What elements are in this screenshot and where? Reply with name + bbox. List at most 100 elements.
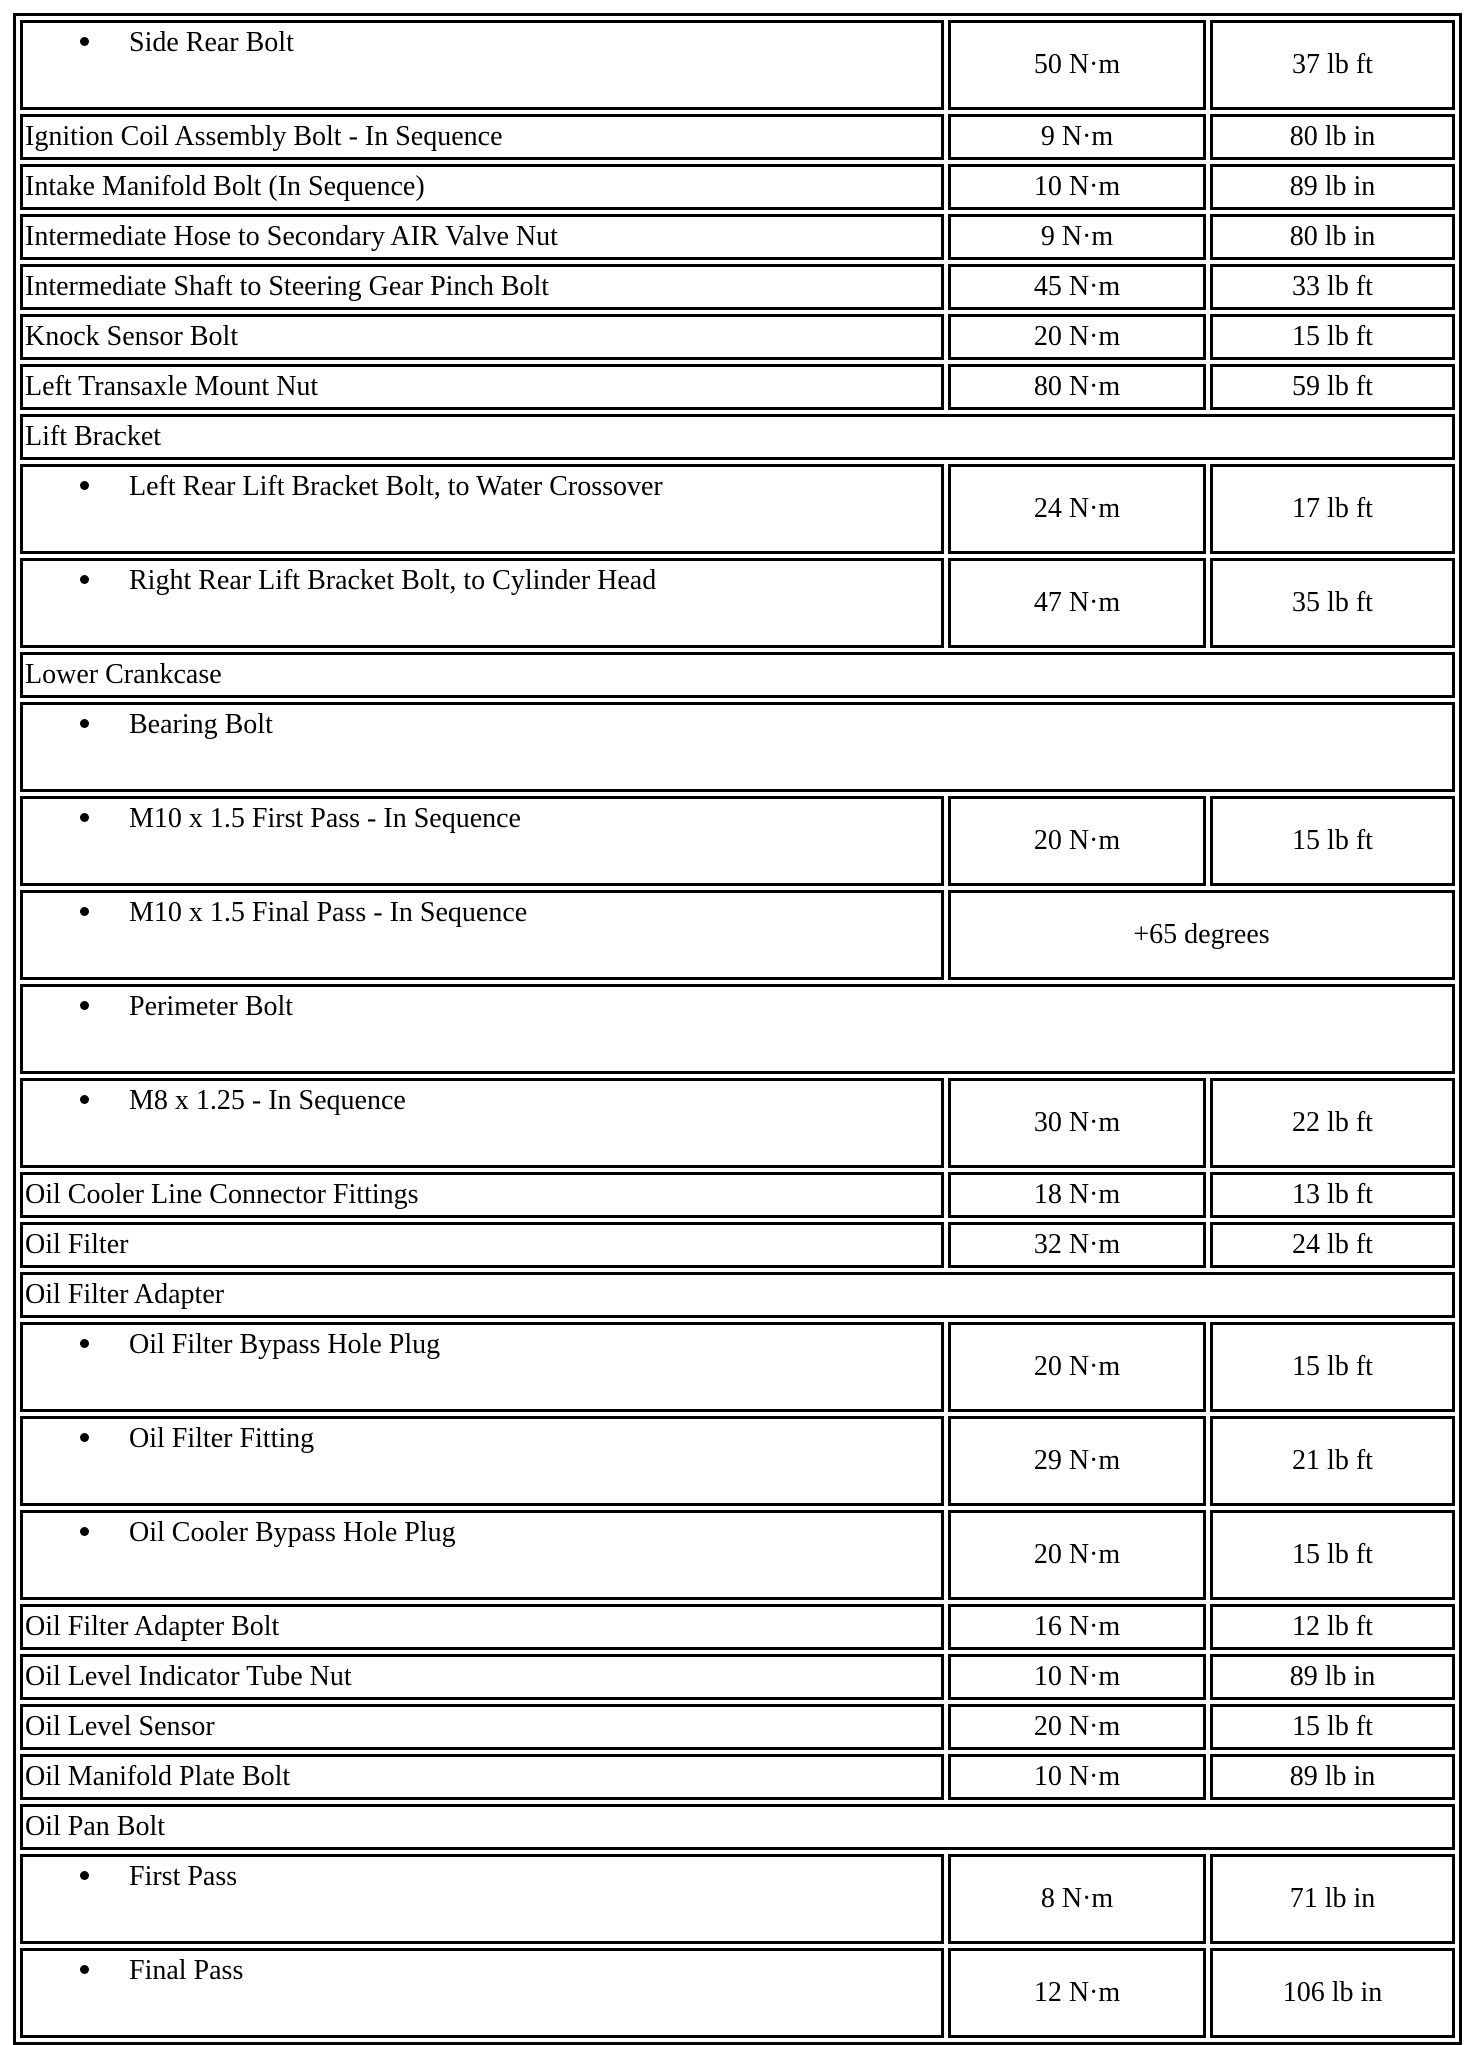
- spec-label-cell: Oil Cooler Line Connector Fittings: [20, 1172, 944, 1218]
- metric-torque: 20 N·m: [948, 1322, 1206, 1412]
- table-row: Final Pass 12 N·m 106 lb in: [20, 1948, 1455, 2038]
- spec-label-cell: M10 x 1.5 Final Pass - In Sequence: [20, 890, 944, 980]
- metric-torque: 50 N·m: [948, 20, 1206, 110]
- section-header-row: Lift Bracket: [20, 414, 1455, 460]
- imperial-torque: 15 lb ft: [1210, 1322, 1455, 1412]
- metric-torque: 24 N·m: [948, 464, 1206, 554]
- spec-label-cell: Intake Manifold Bolt (In Sequence): [20, 164, 944, 210]
- spec-label-cell: Ignition Coil Assembly Bolt - In Sequenc…: [20, 114, 944, 160]
- bullet-icon: [80, 1433, 89, 1443]
- spec-label-cell: Intermediate Shaft to Steering Gear Pinc…: [20, 264, 944, 310]
- bullet-icon: [80, 813, 89, 823]
- imperial-torque: 59 lb ft: [1210, 364, 1455, 410]
- imperial-torque: 13 lb ft: [1210, 1172, 1455, 1218]
- metric-torque: 16 N·m: [948, 1604, 1206, 1650]
- spec-label-cell: Oil Level Sensor: [20, 1704, 944, 1750]
- table-row: M8 x 1.25 - In Sequence 30 N·m 22 lb ft: [20, 1078, 1455, 1168]
- spec-label-cell: Oil Filter: [20, 1222, 944, 1268]
- imperial-torque: 89 lb in: [1210, 1654, 1455, 1700]
- metric-torque: 45 N·m: [948, 264, 1206, 310]
- spec-label: Oil Filter Adapter Bolt: [25, 1611, 280, 1642]
- bullet-icon: [80, 1965, 89, 1975]
- imperial-torque: 15 lb ft: [1210, 314, 1455, 360]
- table-row: Intermediate Hose to Secondary AIR Valve…: [20, 214, 1455, 260]
- bullet-icon: [80, 1527, 89, 1537]
- metric-torque: 18 N·m: [948, 1172, 1206, 1218]
- torque-specifications-table: Side Rear Bolt 50 N·m 37 lb ft Ignition Coi…: [13, 13, 1462, 2045]
- spec-label-cell: Oil Filter Bypass Hole Plug: [20, 1322, 944, 1412]
- imperial-torque: 37 lb ft: [1210, 20, 1455, 110]
- imperial-torque: 22 lb ft: [1210, 1078, 1455, 1168]
- metric-torque: 10 N·m: [948, 1654, 1206, 1700]
- table-row: Oil Level Indicator Tube Nut 10 N·m 89 lb …: [20, 1654, 1455, 1700]
- bullet-icon: [80, 1339, 89, 1349]
- spec-label-cell: Oil Filter Adapter: [20, 1272, 1455, 1318]
- table-row: M10 x 1.5 Final Pass - In Sequence +65 de…: [20, 890, 1455, 980]
- table-row: Left Rear Lift Bracket Bolt, to Water Cr…: [20, 464, 1455, 554]
- spec-label-cell: Oil Level Indicator Tube Nut: [20, 1654, 944, 1700]
- table-row: Intake Manifold Bolt (In Sequence) 10 N·m…: [20, 164, 1455, 210]
- spec-label: M10 x 1.5 Final Pass - In Sequence: [129, 897, 528, 928]
- table-row: Oil Cooler Bypass Hole Plug 20 N·m 15 lb f…: [20, 1510, 1455, 1600]
- spec-label: Intermediate Hose to Secondary AIR Valve…: [25, 221, 558, 252]
- spec-label: Side Rear Bolt: [129, 27, 294, 58]
- imperial-torque: 15 lb ft: [1210, 1704, 1455, 1750]
- section-header-row: Oil Filter Adapter: [20, 1272, 1455, 1318]
- imperial-torque: 89 lb in: [1210, 164, 1455, 210]
- spec-label: Bearing Bolt: [129, 709, 273, 740]
- spec-label-cell: Knock Sensor Bolt: [20, 314, 944, 360]
- spec-label-cell: Oil Cooler Bypass Hole Plug: [20, 1510, 944, 1600]
- metric-torque: 30 N·m: [948, 1078, 1206, 1168]
- spec-label: Oil Filter Adapter: [25, 1279, 225, 1310]
- metric-torque: 9 N·m: [948, 214, 1206, 260]
- metric-torque: 20 N·m: [948, 796, 1206, 886]
- table-row: Oil Cooler Line Connector Fittings 18 N·m…: [20, 1172, 1455, 1218]
- spec-label: Oil Manifold Plate Bolt: [25, 1761, 291, 1792]
- spec-label: Ignition Coil Assembly Bolt - In Sequenc…: [25, 121, 503, 152]
- spec-label: Intermediate Shaft to Steering Gear Pinc…: [25, 271, 550, 302]
- table-row: Side Rear Bolt 50 N·m 37 lb ft: [20, 20, 1455, 110]
- spec-label: Intake Manifold Bolt (In Sequence): [25, 171, 425, 202]
- imperial-torque: 15 lb ft: [1210, 1510, 1455, 1600]
- table-row: Knock Sensor Bolt 20 N·m 15 lb ft: [20, 314, 1455, 360]
- spec-label-cell: Oil Filter Adapter Bolt: [20, 1604, 944, 1650]
- spec-label-cell: M10 x 1.5 First Pass - In Sequence: [20, 796, 944, 886]
- spec-label: Left Transaxle Mount Nut: [25, 371, 319, 402]
- spec-label: Oil Cooler Line Connector Fittings: [25, 1179, 419, 1210]
- imperial-torque: 21 lb ft: [1210, 1416, 1455, 1506]
- bullet-icon: [80, 481, 89, 491]
- table-row: Left Transaxle Mount Nut 80 N·m 59 lb ft: [20, 364, 1455, 410]
- bullet-icon: [80, 37, 89, 47]
- spec-label-cell: Intermediate Hose to Secondary AIR Valve…: [20, 214, 944, 260]
- bullet-icon: [80, 1095, 89, 1105]
- spec-label-cell: Oil Pan Bolt: [20, 1804, 1455, 1850]
- spec-label-cell: Oil Manifold Plate Bolt: [20, 1754, 944, 1800]
- metric-torque: 20 N·m: [948, 1510, 1206, 1600]
- imperial-torque: 106 lb in: [1210, 1948, 1455, 2038]
- section-header-row: Lower Crankcase: [20, 652, 1455, 698]
- metric-torque: 80 N·m: [948, 364, 1206, 410]
- table-row: Oil Filter Fitting 29 N·m 21 lb ft: [20, 1416, 1455, 1506]
- metric-torque: 20 N·m: [948, 1704, 1206, 1750]
- metric-torque: 20 N·m: [948, 314, 1206, 360]
- bullet-icon: [80, 1001, 89, 1011]
- spec-label-cell: Left Transaxle Mount Nut: [20, 364, 944, 410]
- spec-label-cell: Side Rear Bolt: [20, 20, 944, 110]
- spec-label-cell: Lower Crankcase: [20, 652, 1455, 698]
- spec-label-cell: Oil Filter Fitting: [20, 1416, 944, 1506]
- table-row: Oil Manifold Plate Bolt 10 N·m 89 lb in: [20, 1754, 1455, 1800]
- imperial-torque: 33 lb ft: [1210, 264, 1455, 310]
- spec-label: Oil Level Sensor: [25, 1711, 215, 1742]
- spec-label-cell: Perimeter Bolt: [20, 984, 1455, 1074]
- imperial-torque: 71 lb in: [1210, 1854, 1455, 1944]
- metric-torque: 9 N·m: [948, 114, 1206, 160]
- table-row: Oil Filter Adapter Bolt 16 N·m 12 lb ft: [20, 1604, 1455, 1650]
- bullet-icon: [80, 719, 89, 729]
- spec-label-cell: First Pass: [20, 1854, 944, 1944]
- bullet-icon: [80, 1871, 89, 1881]
- spec-label: Oil Filter: [25, 1229, 129, 1260]
- spec-label-cell: M8 x 1.25 - In Sequence: [20, 1078, 944, 1168]
- metric-torque: 47 N·m: [948, 558, 1206, 648]
- spec-label: Final Pass: [129, 1955, 244, 1986]
- spec-label: First Pass: [129, 1861, 238, 1892]
